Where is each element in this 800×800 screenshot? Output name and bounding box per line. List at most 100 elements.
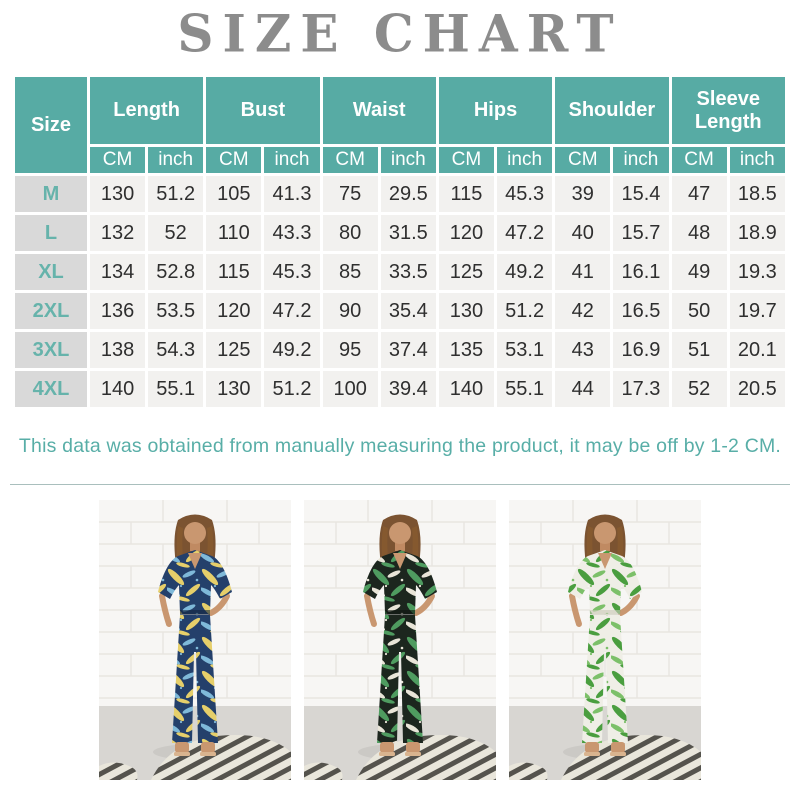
measurement-value: 85 <box>322 254 378 290</box>
unit-header-cell: CM <box>322 147 378 173</box>
jumpsuit <box>568 550 642 743</box>
unit-header-cell: inch <box>264 147 320 173</box>
measurement-value: 80 <box>322 215 378 251</box>
measure-header-row: Size Length Bust Waist Hips Shoulder Sle… <box>15 77 785 173</box>
black-green-leaf-jumpsuit-photo <box>304 500 496 780</box>
unit-header-cell: inch <box>148 147 204 173</box>
measurement-value: 51 <box>671 332 727 368</box>
measurement-value: 52 <box>671 371 727 407</box>
size-row-4xl: 4XL 140 55.1 130 51.2 100 39.4 140 55.1 44 17.3 52 2… <box>15 371 785 407</box>
sandals <box>379 752 421 756</box>
measurement-value: 47.2 <box>264 293 320 329</box>
measurement-value: 105 <box>206 176 262 212</box>
white-green-leaf-jumpsuit-photo <box>509 500 701 780</box>
length-header: Length <box>89 77 204 144</box>
waist-header: Waist <box>322 77 436 144</box>
measurement-value: 19.7 <box>729 293 785 329</box>
measurement-value: 16.5 <box>613 293 669 329</box>
sandals <box>584 752 626 756</box>
measurement-value: 132 <box>89 215 146 251</box>
measurement-value: 39.4 <box>380 371 436 407</box>
measurement-value: 110 <box>206 215 262 251</box>
measurement-value: 16.9 <box>613 332 669 368</box>
size-table-header: Size Length Bust Waist Hips Shoulder Sle… <box>15 77 785 173</box>
size-row-3xl: 3XL 138 54.3 125 49.2 95 37.4 135 53.1 43 16.9 51 20… <box>15 332 785 368</box>
size-row-l: L 132 52 110 43.3 80 31.5 120 47.2 40 15.7 48 18.9 <box>15 215 785 251</box>
measurement-value: 16.1 <box>613 254 669 290</box>
shoulder-header: Shoulder <box>555 77 669 144</box>
unit-header-cell: CM <box>671 147 727 173</box>
measurement-value: 95 <box>322 332 378 368</box>
measurement-value: 50 <box>671 293 727 329</box>
measurement-value: 49.2 <box>497 254 553 290</box>
measurement-value: 49 <box>671 254 727 290</box>
measurement-value: 49.2 <box>264 332 320 368</box>
measurement-value: 15.4 <box>613 176 669 212</box>
measurement-value: 138 <box>89 332 146 368</box>
model-figure <box>568 514 642 756</box>
jumpsuit <box>158 550 232 743</box>
size-table-body: M 130 51.2 105 41.3 75 29.5 115 45.3 39 15.4 47 18.5… <box>15 176 785 407</box>
measurement-value: 51.2 <box>497 293 553 329</box>
measurement-value: 130 <box>438 293 495 329</box>
measurement-value: 35.4 <box>380 293 436 329</box>
measurement-value: 15.7 <box>613 215 669 251</box>
unit-header-cell: inch <box>380 147 436 173</box>
unit-header-cell: CM <box>438 147 495 173</box>
measurement-value: 44 <box>555 371 611 407</box>
measurement-value: 55.1 <box>148 371 204 407</box>
measurement-value: 45.3 <box>497 176 553 212</box>
measurement-value: 37.4 <box>380 332 436 368</box>
measurement-value: 51.2 <box>264 371 320 407</box>
sandals <box>174 752 216 756</box>
measurement-value: 135 <box>438 332 495 368</box>
size-label: L <box>15 215 87 251</box>
feet <box>380 742 420 753</box>
measurement-value: 18.5 <box>729 176 785 212</box>
measurement-value: 42 <box>555 293 611 329</box>
navy-yellow-leaf-jumpsuit-photo <box>99 500 291 780</box>
measurement-value: 51.2 <box>148 176 204 212</box>
measurement-value: 115 <box>438 176 495 212</box>
measurement-value: 39 <box>555 176 611 212</box>
jumpsuit <box>363 550 437 743</box>
feet <box>585 742 625 753</box>
measurement-value: 75 <box>322 176 378 212</box>
size-row-xl: XL 134 52.8 115 45.3 85 33.5 125 49.2 41 16.1 49 19.… <box>15 254 785 290</box>
measurement-value: 43 <box>555 332 611 368</box>
measurement-value: 130 <box>89 176 146 212</box>
measurement-value: 47.2 <box>497 215 553 251</box>
measurement-value: 125 <box>206 332 262 368</box>
measurement-value: 134 <box>89 254 146 290</box>
measurement-value: 120 <box>438 215 495 251</box>
measurement-value: 47 <box>671 176 727 212</box>
unit-header-cell: inch <box>613 147 669 173</box>
measurement-value: 18.9 <box>729 215 785 251</box>
bust-header: Bust <box>206 77 320 144</box>
measurement-value: 45.3 <box>264 254 320 290</box>
size-label: 2XL <box>15 293 87 329</box>
unit-header-cell: CM <box>206 147 262 173</box>
measurement-value: 140 <box>89 371 146 407</box>
unit-header-cell: inch <box>729 147 785 173</box>
measurement-value: 100 <box>322 371 378 407</box>
measurement-value: 29.5 <box>380 176 436 212</box>
sleeve-length-header: Sleeve Length <box>671 77 785 144</box>
measurement-value: 43.3 <box>264 215 320 251</box>
measurement-value: 20.5 <box>729 371 785 407</box>
jumpsuit-photo-illustration <box>304 500 496 780</box>
size-table: Size Length Bust Waist Hips Shoulder Sle… <box>12 74 788 410</box>
unit-header-cell: CM <box>555 147 611 173</box>
size-column-header: Size <box>15 77 87 173</box>
hips-header: Hips <box>438 77 553 144</box>
measurement-value: 33.5 <box>380 254 436 290</box>
measurement-value: 55.1 <box>497 371 553 407</box>
measurement-value: 41 <box>555 254 611 290</box>
feet <box>175 742 215 753</box>
measurement-value: 130 <box>206 371 262 407</box>
measurement-value: 53.5 <box>148 293 204 329</box>
measurement-value: 17.3 <box>613 371 669 407</box>
measurement-value: 19.3 <box>729 254 785 290</box>
model-figure <box>158 514 232 756</box>
